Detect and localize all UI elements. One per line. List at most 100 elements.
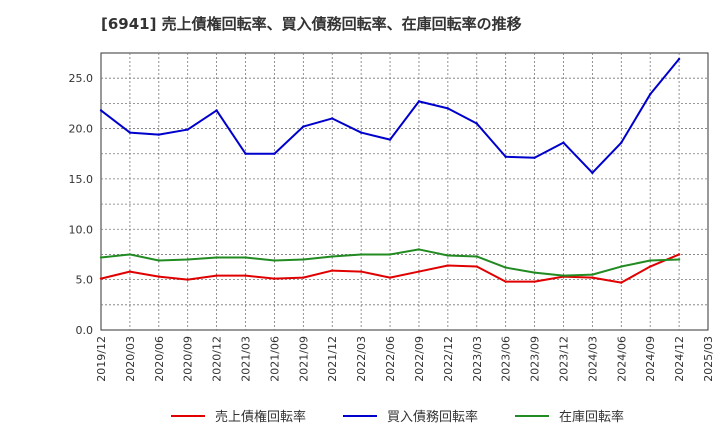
data-point	[273, 152, 276, 155]
y-axis-ticks: 0.0 5.0 10.0 15.0 20.0 25.0	[69, 72, 94, 337]
x-tick-label: 2023/06	[500, 336, 513, 382]
x-tick-label: 2022/12	[442, 336, 455, 382]
x-tick-label: 2020/03	[124, 336, 137, 382]
x-tick-label: 2021/03	[240, 336, 253, 382]
data-point	[620, 141, 623, 144]
data-point	[677, 258, 681, 261]
data-point	[331, 255, 334, 258]
data-point	[215, 256, 218, 259]
data-point	[157, 133, 161, 136]
y-tick-label: 20.0	[69, 123, 94, 136]
data-point	[302, 276, 305, 279]
data-point	[417, 270, 421, 273]
plot-area	[100, 52, 709, 331]
data-point	[533, 156, 536, 159]
data-point	[244, 152, 247, 155]
data-point	[648, 259, 652, 262]
data-point	[359, 131, 363, 134]
y-tick-label: 10.0	[69, 223, 94, 236]
x-tick-label: 2024/09	[644, 336, 657, 382]
data-point	[504, 280, 507, 283]
data-point	[620, 265, 623, 268]
x-tick-label: 2021/06	[268, 336, 281, 382]
x-tick-label: 2022/09	[413, 336, 426, 382]
x-tick-label: 2020/06	[153, 336, 166, 382]
data-point	[99, 277, 103, 280]
x-tick-label: 2021/09	[297, 336, 310, 382]
y-tick-label: 0.0	[76, 324, 94, 337]
data-point	[417, 100, 421, 103]
data-point	[475, 265, 478, 268]
x-tick-label: 2023/09	[529, 336, 542, 382]
data-point	[562, 274, 565, 277]
data-point	[591, 273, 594, 276]
y-tick-label: 25.0	[69, 72, 94, 85]
data-point	[648, 265, 652, 268]
data-point	[186, 258, 189, 261]
data-point	[677, 57, 681, 61]
data-point	[157, 259, 161, 262]
data-point	[302, 258, 305, 261]
x-tick-label: 2023/12	[557, 336, 570, 382]
y-tick-label: 5.0	[76, 274, 94, 287]
data-point	[677, 253, 681, 256]
data-point	[446, 107, 450, 110]
data-point	[99, 109, 103, 112]
data-point	[504, 155, 507, 158]
x-tick-label: 2024/06	[615, 336, 628, 382]
series-lines	[99, 57, 681, 284]
data-point	[591, 276, 594, 279]
x-tick-label: 2024/12	[673, 336, 686, 382]
data-point	[302, 125, 305, 128]
data-point	[388, 253, 392, 256]
grid-lines	[101, 53, 708, 330]
legend-label: 在庫回転率	[559, 409, 624, 425]
x-axis-ticks: 2019/12 2020/03 2020/06 2020/09 2020/12 2021/…	[95, 336, 715, 382]
data-point	[475, 255, 478, 258]
legend: 売上債権回転率 買入債務回転率 在庫回転率	[171, 409, 624, 425]
data-point	[562, 141, 565, 144]
data-point	[475, 122, 478, 125]
data-point	[504, 266, 507, 269]
x-tick-label: 2025/03	[702, 336, 715, 382]
data-point	[388, 138, 392, 141]
x-tick-label: 2020/12	[211, 336, 224, 382]
data-point	[128, 131, 132, 134]
data-point	[417, 248, 421, 251]
x-tick-label: 2022/06	[384, 336, 397, 382]
data-point	[591, 171, 594, 175]
data-point	[186, 278, 189, 281]
data-point	[157, 275, 161, 278]
chart-title: [6941] 売上債権回転率、買入債務回転率、在庫回転率の推移	[101, 15, 522, 33]
data-point	[446, 264, 450, 267]
data-point	[359, 253, 363, 256]
data-point	[446, 254, 450, 257]
data-point	[331, 117, 334, 120]
y-tick-label: 15.0	[69, 173, 94, 186]
data-point	[128, 253, 132, 256]
x-tick-label: 2023/03	[471, 336, 484, 382]
data-point	[244, 256, 247, 259]
x-tick-label: 2022/03	[355, 336, 368, 382]
data-point	[388, 276, 392, 279]
data-point	[331, 269, 334, 272]
x-tick-label: 2020/09	[182, 336, 195, 382]
x-tick-label: 2024/03	[586, 336, 599, 382]
data-point	[215, 109, 218, 112]
data-point	[244, 274, 247, 277]
data-point	[648, 93, 652, 96]
x-tick-label: 2019/12	[95, 336, 108, 382]
legend-label: 買入債務回転率	[387, 409, 478, 425]
data-point	[533, 271, 536, 274]
data-point	[533, 280, 536, 283]
x-tick-label: 2021/12	[326, 336, 339, 382]
data-point	[128, 270, 132, 273]
data-point	[99, 256, 103, 259]
data-point	[273, 277, 276, 280]
data-point	[186, 128, 189, 131]
data-point	[215, 274, 218, 277]
data-point	[620, 281, 623, 284]
legend-label: 売上債権回転率	[215, 409, 306, 425]
data-point	[273, 259, 276, 262]
